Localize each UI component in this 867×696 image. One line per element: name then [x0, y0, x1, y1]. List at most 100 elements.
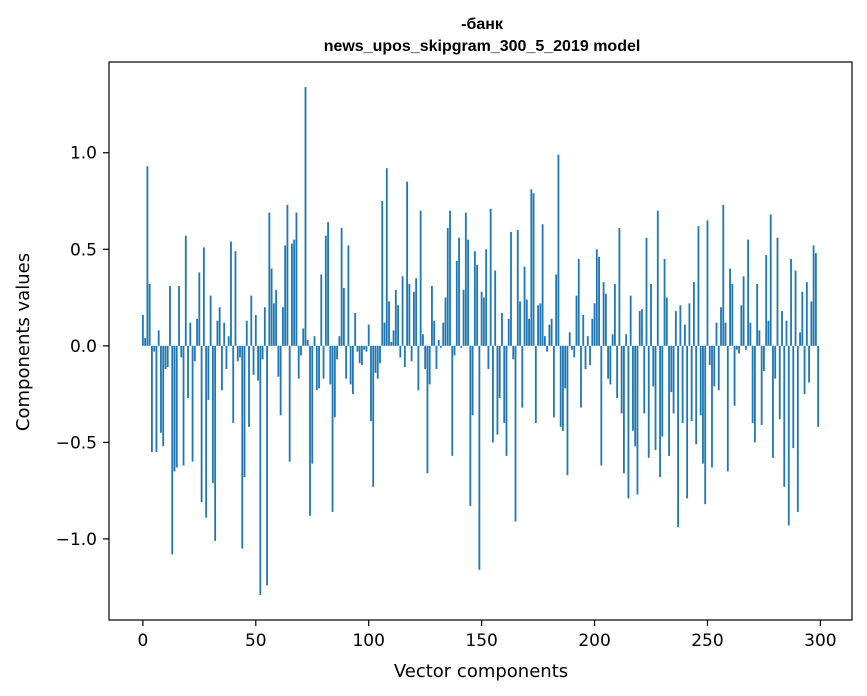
bar-54	[263, 307, 266, 346]
bar-103	[374, 345, 377, 373]
bar-181	[550, 318, 553, 346]
bar-138	[453, 345, 456, 356]
bar-265	[740, 305, 743, 346]
bar-268	[747, 239, 750, 346]
bar-189	[568, 332, 571, 346]
bar-45	[243, 345, 246, 478]
bar-136	[449, 210, 451, 346]
bar-100	[367, 324, 370, 346]
bar-221	[641, 309, 643, 346]
bar-186	[562, 345, 564, 431]
bar-43	[239, 345, 241, 358]
bar-196	[584, 345, 587, 369]
bar-155	[492, 345, 494, 443]
bar-198	[589, 345, 591, 366]
bar-63	[284, 245, 287, 346]
bar-58	[272, 303, 275, 346]
bar-1	[144, 338, 147, 346]
bar-66	[291, 243, 293, 346]
bar-22	[191, 345, 194, 462]
bar-216	[629, 295, 632, 346]
bar-48	[250, 295, 253, 346]
bar-151	[482, 297, 485, 346]
bar-86	[336, 345, 338, 360]
bar-28	[205, 345, 208, 518]
bar-93	[352, 345, 354, 395]
bars-group	[141, 87, 820, 595]
bar-260	[729, 268, 731, 346]
bar-11	[166, 345, 169, 368]
bar-178	[543, 336, 546, 346]
bar-88	[340, 228, 343, 346]
x-tick-label: 300	[804, 631, 836, 651]
bar-94	[354, 313, 357, 346]
bar-207	[609, 345, 612, 385]
bar-164	[512, 345, 515, 360]
bar-106	[381, 201, 384, 346]
bar-199	[591, 318, 594, 346]
y-tick-label: 0.5	[70, 240, 97, 260]
bar-174	[534, 345, 537, 424]
y-axis-label: Components values	[13, 253, 34, 431]
bar-27	[202, 247, 205, 346]
bar-148	[476, 264, 479, 346]
bar-173	[532, 193, 535, 346]
bar-287	[790, 258, 792, 346]
bar-294	[805, 282, 808, 346]
x-tick-label: 150	[465, 631, 497, 651]
bar-220	[638, 311, 641, 346]
bar-263	[735, 345, 738, 350]
bar-254	[715, 322, 718, 346]
bar-299	[817, 345, 820, 427]
bar-282	[778, 345, 781, 420]
bar-129	[433, 320, 436, 346]
bar-41	[234, 251, 237, 346]
bar-104	[376, 345, 379, 379]
bar-146	[471, 345, 474, 416]
bar-91	[347, 245, 350, 346]
bar-172	[530, 189, 533, 346]
bar-132	[440, 345, 442, 348]
bar-203	[600, 345, 603, 466]
bar-215	[627, 345, 630, 499]
bar-279	[772, 345, 774, 458]
bar-205	[604, 293, 607, 346]
bar-195	[582, 314, 585, 346]
bar-281	[776, 237, 779, 346]
bar-44	[241, 345, 244, 549]
bar-180	[548, 324, 551, 346]
bar-229	[659, 345, 661, 478]
bar-184	[557, 154, 560, 346]
bar-82	[327, 222, 329, 346]
bar-36	[223, 322, 226, 346]
bar-200	[593, 303, 596, 346]
bar-97	[361, 345, 363, 366]
bar-12	[169, 285, 171, 346]
bar-122	[417, 345, 420, 391]
bar-77	[315, 345, 318, 391]
bar-125	[424, 345, 427, 369]
bar-240	[683, 324, 686, 346]
bar-50	[254, 314, 257, 346]
bar-113	[397, 305, 399, 346]
bar-188	[566, 345, 569, 476]
bar-217	[632, 345, 634, 431]
bar-33	[216, 320, 219, 346]
bar-296	[810, 301, 813, 346]
bar-211	[618, 228, 621, 346]
bar-154	[489, 208, 492, 346]
bar-236	[674, 311, 677, 346]
bar-70	[300, 345, 302, 356]
bar-248	[702, 345, 704, 464]
bar-5	[153, 345, 156, 352]
bar-234	[670, 345, 673, 393]
bar-272	[756, 284, 759, 346]
bar-19	[184, 235, 187, 346]
bar-117	[406, 181, 409, 346]
bar-249	[704, 345, 707, 505]
bar-135	[446, 228, 449, 346]
bar-228	[656, 210, 659, 346]
bar-15	[175, 345, 178, 468]
bar-250	[706, 220, 709, 346]
